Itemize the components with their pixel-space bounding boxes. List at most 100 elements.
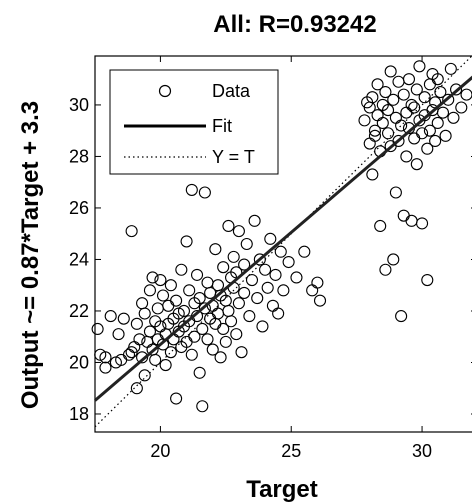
- data-point: [413, 60, 426, 73]
- data-point: [298, 245, 311, 258]
- data-point: [259, 263, 272, 276]
- data-point: [188, 330, 201, 343]
- data-point: [198, 302, 211, 315]
- data-point: [185, 348, 198, 361]
- data-point: [185, 183, 198, 196]
- x-tick-label: 25: [281, 441, 301, 461]
- data-point: [384, 65, 397, 78]
- data-point: [444, 62, 457, 75]
- legend-yt-label: Y = T: [212, 147, 255, 167]
- data-point: [416, 127, 429, 140]
- data-point: [460, 88, 472, 101]
- data-point: [381, 104, 395, 117]
- data-point: [290, 271, 303, 284]
- data-point: [240, 237, 253, 251]
- data-point: [376, 116, 389, 130]
- data-point: [442, 93, 455, 106]
- data-point: [227, 250, 240, 263]
- data-point: [243, 310, 256, 323]
- y-tick-label: 30: [69, 95, 89, 115]
- fit-line: [94, 75, 472, 402]
- data-layer: [91, 60, 472, 413]
- data-point: [410, 158, 423, 171]
- data-point: [387, 253, 400, 266]
- data-point: [159, 358, 172, 372]
- data-point: [217, 322, 230, 336]
- data-point: [193, 292, 206, 305]
- y-tick-label: 26: [69, 198, 89, 218]
- data-point: [238, 286, 251, 299]
- y-axis-label: Output ~= 0.87*Target + 3.3: [17, 101, 44, 409]
- data-point: [389, 186, 402, 199]
- data-point: [358, 114, 371, 127]
- data-point: [190, 268, 204, 281]
- data-point: [374, 219, 387, 233]
- data-point: [400, 150, 413, 163]
- data-point: [245, 274, 259, 287]
- data-point: [371, 78, 384, 91]
- x-tick-label: 20: [150, 441, 170, 461]
- data-point: [175, 263, 188, 276]
- data-point: [277, 284, 290, 297]
- data-point: [112, 328, 125, 341]
- data-point: [431, 116, 444, 130]
- data-point: [143, 284, 156, 297]
- data-point: [164, 346, 177, 359]
- data-point: [421, 274, 434, 287]
- data-point: [143, 325, 156, 338]
- y-tick-label: 18: [69, 404, 89, 424]
- data-point: [387, 93, 400, 106]
- data-point: [274, 245, 287, 258]
- data-point: [214, 351, 227, 364]
- data-point: [170, 392, 183, 405]
- data-point: [436, 106, 450, 119]
- data-point: [405, 98, 418, 111]
- data-point: [230, 328, 243, 341]
- data-point: [99, 351, 112, 364]
- data-point: [416, 217, 429, 230]
- data-point: [392, 134, 405, 148]
- data-point: [311, 276, 324, 289]
- data-point: [423, 124, 436, 137]
- y-tick-label: 22: [69, 301, 89, 321]
- y-tick-label: 24: [69, 249, 89, 269]
- data-point: [146, 271, 159, 284]
- line-layer: [94, 55, 472, 428]
- data-point: [395, 310, 408, 323]
- data-point: [395, 119, 408, 132]
- data-point: [133, 333, 146, 346]
- data-point: [99, 361, 112, 374]
- data-point: [269, 268, 282, 281]
- data-point: [431, 73, 444, 86]
- data-point: [235, 346, 248, 359]
- data-point: [410, 83, 423, 96]
- data-point: [164, 279, 177, 292]
- data-point: [222, 219, 235, 233]
- legend: Data Fit Y = T: [109, 69, 279, 175]
- tick-layer: 20 25 30 18 20 22 24 26 28 30: [69, 56, 472, 461]
- data-point: [251, 292, 264, 305]
- legend-fit-label: Fit: [212, 116, 232, 136]
- data-point: [104, 310, 117, 323]
- data-point: [256, 320, 269, 333]
- data-point: [217, 261, 230, 274]
- data-point: [130, 382, 143, 395]
- data-point: [418, 91, 431, 104]
- legend-data-label: Data: [212, 81, 251, 101]
- data-point: [272, 307, 285, 320]
- data-point: [450, 83, 463, 96]
- data-point: [219, 335, 232, 348]
- data-point: [397, 88, 410, 101]
- data-point: [366, 168, 379, 181]
- data-point: [206, 343, 219, 356]
- data-point: [196, 322, 209, 336]
- data-point: [154, 274, 167, 287]
- data-point: [196, 400, 209, 413]
- data-point: [366, 91, 379, 104]
- data-point: [138, 307, 151, 320]
- data-point: [138, 369, 151, 382]
- data-point: [379, 263, 392, 276]
- data-point: [238, 258, 251, 271]
- data-point: [261, 281, 274, 294]
